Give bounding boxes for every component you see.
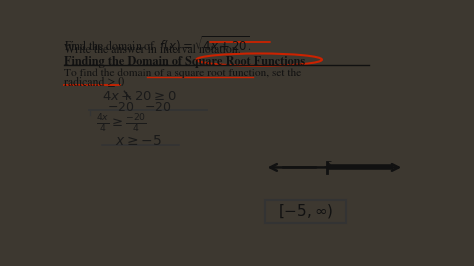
- Text: $\frac{4x}{4}\geq\frac{-20}{4}$: $\frac{4x}{4}\geq\frac{-20}{4}$: [96, 113, 147, 135]
- Text: $-20$: $-20$: [145, 101, 172, 114]
- Text: Write the answer in interval notation.: Write the answer in interval notation.: [64, 44, 240, 56]
- Text: $4x+20\geq 0$: $4x+20\geq 0$: [102, 90, 177, 103]
- Text: radicand ≥ 0: radicand ≥ 0: [64, 77, 124, 89]
- Text: $-20$: $-20$: [107, 101, 135, 114]
- Bar: [264, 200, 346, 223]
- Text: Finding the Domain of Square Root Functions: Finding the Domain of Square Root Functi…: [64, 56, 305, 68]
- Text: Find the domain of  $f(x) = \sqrt{4x + 20}$.: Find the domain of $f(x) = \sqrt{4x + 20…: [64, 34, 252, 54]
- Text: -5: -5: [324, 161, 333, 171]
- Text: $x\geq{-5}$: $x\geq{-5}$: [115, 134, 162, 148]
- Text: To find the domain of a square root function, set the: To find the domain of a square root func…: [64, 68, 301, 78]
- Text: $[-5,\infty)$: $[-5,\infty)$: [278, 202, 333, 220]
